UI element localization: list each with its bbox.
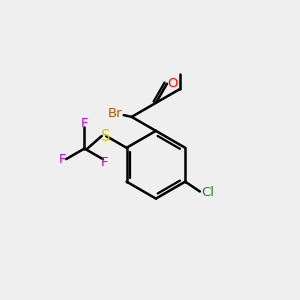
Text: S: S bbox=[101, 128, 111, 143]
Text: F: F bbox=[81, 117, 88, 130]
Text: O: O bbox=[167, 77, 178, 90]
Text: F: F bbox=[100, 156, 108, 169]
Text: F: F bbox=[59, 153, 66, 166]
Text: Cl: Cl bbox=[201, 186, 214, 199]
Text: Br: Br bbox=[108, 107, 123, 120]
